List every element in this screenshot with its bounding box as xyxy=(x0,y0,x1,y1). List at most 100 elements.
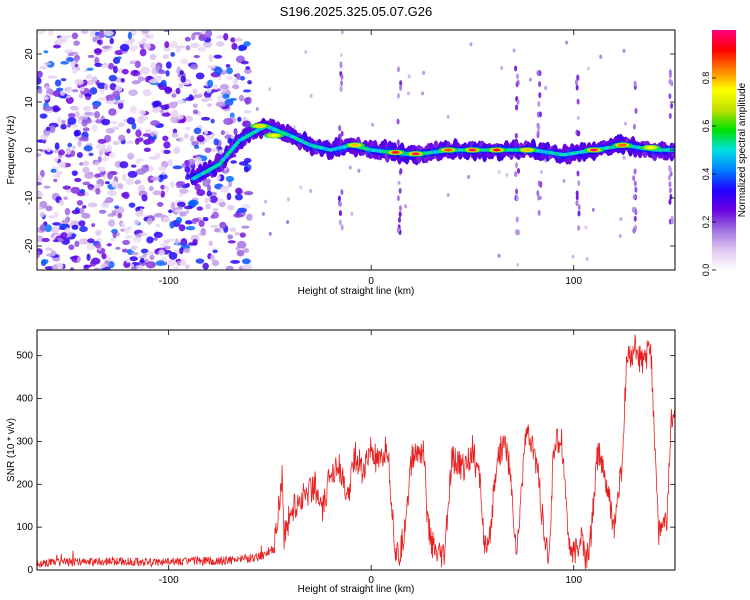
noise-blob xyxy=(52,90,62,97)
noise-blob xyxy=(82,127,90,132)
noise-blob xyxy=(237,116,242,123)
noise-blob xyxy=(205,197,211,202)
noise-blob xyxy=(44,266,55,270)
spike-blob xyxy=(340,189,344,196)
noise-blob xyxy=(109,37,115,45)
noise-blob xyxy=(126,140,134,144)
faint-blob xyxy=(528,77,532,82)
noise-blob xyxy=(125,177,135,186)
noise-blob xyxy=(53,44,61,49)
noise-blob xyxy=(78,238,89,245)
noise-blob xyxy=(178,224,186,232)
noise-blob xyxy=(130,164,137,168)
noise-blob xyxy=(159,173,168,180)
noise-blob xyxy=(162,135,169,142)
noise-blob xyxy=(203,129,208,135)
spike-blob xyxy=(399,80,403,87)
x-tick-label: -100 xyxy=(159,575,179,586)
noise-blob xyxy=(148,186,154,192)
noise-blob xyxy=(95,188,101,195)
noise-blob xyxy=(243,67,252,75)
faint-blob xyxy=(562,178,566,183)
noise-blob xyxy=(55,171,60,179)
faint-blob xyxy=(623,121,627,126)
noise-blob xyxy=(43,185,51,189)
spike-blob xyxy=(398,205,402,212)
noise-blob xyxy=(101,252,107,260)
faint-blob xyxy=(446,192,450,197)
noise-blob xyxy=(164,41,170,49)
spike-blob xyxy=(536,111,540,118)
noise-blob xyxy=(129,60,135,65)
noise-blob xyxy=(170,109,179,118)
noise-blob xyxy=(193,127,202,135)
noise-blob xyxy=(52,264,58,270)
noise-blob xyxy=(81,119,88,127)
noise-blob xyxy=(185,80,190,84)
faint-blob xyxy=(565,40,569,45)
snr-series-line xyxy=(37,334,675,570)
noise-blob xyxy=(61,219,69,225)
noise-blob xyxy=(84,191,89,197)
noise-blob xyxy=(200,116,211,121)
noise-blob xyxy=(216,41,225,48)
noise-blob xyxy=(163,141,171,149)
noise-blob xyxy=(175,87,181,95)
faint-blob xyxy=(446,114,450,119)
noise-blob xyxy=(238,161,249,166)
noise-blob xyxy=(226,67,233,75)
noise-blob xyxy=(192,103,198,109)
noise-blob xyxy=(71,89,79,93)
noise-blob xyxy=(89,260,97,267)
noise-blob xyxy=(150,176,160,181)
noise-blob xyxy=(196,189,206,196)
noise-blob xyxy=(231,42,238,51)
noise-blob xyxy=(131,266,137,270)
noise-blob xyxy=(211,259,220,267)
noise-blob xyxy=(170,201,176,210)
noise-blob xyxy=(151,107,161,113)
noise-blob xyxy=(135,233,142,238)
noise-blob xyxy=(82,181,91,186)
noise-blob xyxy=(44,224,52,233)
noise-blob xyxy=(218,149,223,155)
noise-blob xyxy=(206,178,211,185)
faint-blob xyxy=(268,87,272,92)
noise-blob xyxy=(110,237,117,242)
noise-blob xyxy=(191,140,199,146)
noise-blob xyxy=(219,224,227,228)
noise-blob xyxy=(116,99,126,104)
track-hot-spot xyxy=(392,151,399,154)
noise-blob xyxy=(96,39,102,45)
noise-blob xyxy=(227,234,234,240)
noise-blob xyxy=(67,232,72,237)
noise-blob xyxy=(71,32,79,40)
noise-blob xyxy=(202,40,213,48)
noise-blob xyxy=(179,247,184,255)
noise-blob xyxy=(207,184,212,193)
noise-blob xyxy=(160,190,165,198)
noise-blob xyxy=(163,149,171,155)
spike-blob xyxy=(517,167,521,174)
noise-blob xyxy=(39,113,48,119)
noise-blob xyxy=(146,217,153,225)
faint-blob xyxy=(500,65,504,70)
noise-blob xyxy=(101,202,110,209)
noise-blob xyxy=(119,161,129,169)
noise-blob xyxy=(185,45,191,51)
y-tick-label: 20 xyxy=(24,48,35,60)
noise-blob xyxy=(196,134,205,143)
colorbar-tick-label: 0.0 xyxy=(701,264,711,277)
track-hot-spot xyxy=(493,148,500,152)
colorbar-label: Normalized spectral amplitude xyxy=(737,82,748,217)
spike-blob xyxy=(539,180,543,187)
noise-blob xyxy=(37,192,44,197)
noise-blob xyxy=(204,147,212,153)
noise-blob xyxy=(74,79,84,86)
spike-blob xyxy=(514,171,518,178)
noise-blob xyxy=(121,68,129,75)
track-hot-spot xyxy=(469,148,476,152)
noise-blob xyxy=(192,218,200,223)
spike-blob xyxy=(537,100,541,107)
